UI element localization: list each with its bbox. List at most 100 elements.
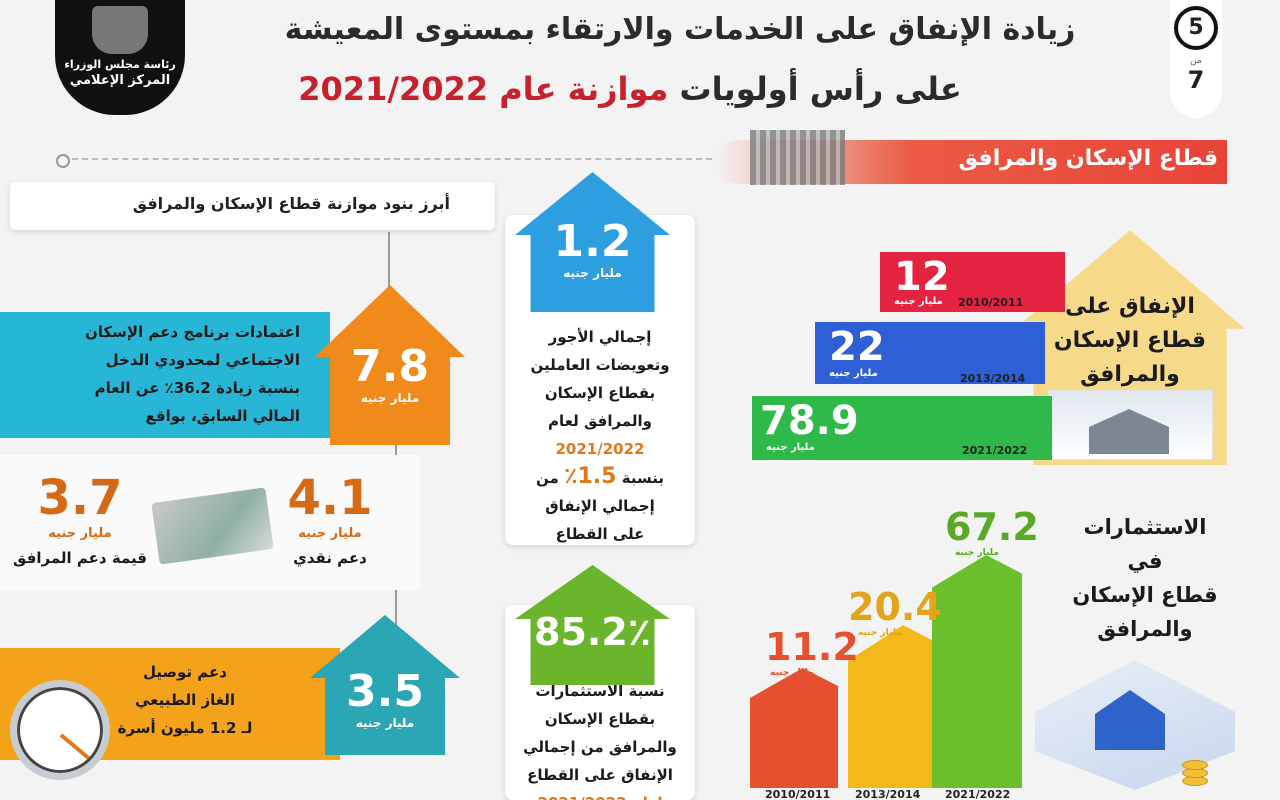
gas-text-2: الغاز الطبيعي (134, 691, 235, 709)
page-indicator: 5 من 7 (1170, 0, 1222, 118)
social-housing-unit: مليار جنيه (360, 391, 420, 405)
title-line1: زيادة الإنفاق على الخدمات والارتقاء بمست… (284, 12, 1076, 47)
inv-share-line1: نسبة الاستثمارات (535, 682, 665, 700)
investment-unit: مليار جنيه (955, 548, 999, 558)
page-total: 7 (1187, 66, 1205, 94)
hanging-string (388, 232, 390, 292)
investment-building-2010 (750, 668, 838, 788)
cash-support-caption: دعم نقدي (293, 549, 367, 567)
wages-house: 1.2 مليار جنيه (515, 172, 670, 312)
wages-line2: وتعويضات العاملين (530, 356, 670, 374)
villa-image (1048, 390, 1213, 460)
gauge-needle (59, 733, 90, 760)
title-line2-dark: على رأس أولويات (679, 70, 962, 108)
gas-text-3: لـ 1.2 مليون أسرة (117, 719, 253, 737)
social-housing-text-2: الاجتماعي لمحدودي الدخل (105, 351, 300, 369)
investment-value-2013: 20.4 (848, 585, 942, 629)
investments-share-value: 85.2٪ (534, 610, 651, 654)
logo-line2: المركز الإعلامي (69, 73, 171, 88)
investments-title-2: في (1127, 549, 1163, 573)
investments-title-1: الاستثمارات (1083, 515, 1207, 539)
page-current: 5 (1174, 6, 1218, 50)
investment-unit: مليار جنيه (770, 668, 814, 678)
wages-line6-post: من (536, 469, 559, 487)
wages-line3: بقطاع الإسكان (544, 384, 656, 402)
spending-title-1: الإنفاق على (1065, 294, 1195, 319)
investment-building-2013 (848, 625, 940, 788)
investment-value-2021: 67.2 (945, 505, 1039, 549)
social-housing-strip: اعتمادات برنامج دعم الإسكان الاجتماعي لم… (0, 312, 330, 438)
cabinet-logo: رئاسة مجلس الوزراء المركز الإعلامي (55, 0, 185, 115)
investment-building-2021 (932, 555, 1022, 788)
gas-text-1: دعم توصيل (143, 663, 227, 681)
spending-bar-2013: 22 مليار جنيه 2013/2014 (815, 322, 1045, 385)
coin-icon (1182, 760, 1208, 770)
wages-line6: بنسبة 1.5٪ من (505, 463, 695, 492)
utilities-support-unit: مليار جنيه (48, 526, 112, 541)
left-panel-heading: أبرز بنود موازنة قطاع الإسكان والمرافق (132, 194, 450, 213)
investment-value-2010: 11.2 (765, 625, 859, 669)
title-line2: على رأس أولويات موازنة عام 2021/2022 (230, 70, 1030, 108)
construction-building-image (750, 130, 845, 185)
investments-title: الاستثمارات في قطاع الإسكان والمرافق (1065, 510, 1225, 646)
wages-line4: والمرافق لعام (548, 412, 652, 430)
investment-unit: مليار جنيه (858, 628, 902, 638)
title-line2-red: موازنة عام 2021/2022 (298, 70, 669, 108)
spending-year: 2013/2014 (960, 372, 1026, 385)
eagle-emblem-icon (92, 6, 148, 54)
page-of-label: من (1190, 56, 1202, 66)
social-housing-value: 7.8 (351, 341, 429, 392)
investments-title-3: قطاع الإسكان (1072, 583, 1218, 607)
spending-unit: مليار جنيه (894, 296, 943, 307)
utilities-support-value: 3.7 (37, 470, 123, 526)
cash-support-unit: مليار جنيه (298, 526, 362, 541)
left-panel-heading-box: أبرز بنود موازنة قطاع الإسكان والمرافق (10, 182, 495, 230)
wages-line6-pre: بنسبة (621, 469, 664, 487)
spending-bar-2010: 12 مليار جنيه 2010/2011 (880, 252, 1065, 312)
wages-line5: 2021/2022 (555, 440, 645, 458)
investments-title-4: والمرافق (1097, 617, 1193, 641)
social-housing-text-1: اعتمادات برنامج دعم الإسكان (84, 323, 300, 341)
inv-share-line4: الإنفاق على القطاع (527, 766, 673, 784)
gas-meter-icon (10, 680, 110, 780)
spending-title-2: قطاع الإسكان (1053, 328, 1207, 353)
gas-unit: مليار جنيه (355, 716, 415, 730)
investments-share-house: 85.2٪ (515, 565, 670, 685)
investment-year-2013: 2013/2014 (855, 788, 921, 800)
gas-house: 3.5 مليار جنيه (310, 615, 460, 755)
wages-unit: مليار جنيه (563, 266, 622, 280)
wages-value: 1.2 (553, 216, 632, 267)
cash-support-value: 4.1 (287, 470, 373, 526)
investment-year-2010: 2010/2011 (765, 788, 831, 800)
divider-line (56, 154, 712, 168)
spending-value: 22 (829, 324, 885, 370)
spending-value: 12 (894, 254, 950, 300)
spending-value: 78.9 (760, 398, 859, 444)
social-housing-text-4: المالي السابق، بواقع (145, 407, 300, 425)
investment-year-2021: 2021/2022 (945, 788, 1011, 800)
inv-share-line5: لعام 2021/2022 (505, 789, 695, 800)
wages-line7: إجمالي الإنفاق (545, 497, 655, 515)
wages-line6-num: 1.5٪ (564, 464, 617, 489)
spending-bar-2021: 78.9 مليار جنيه 2021/2022 (752, 396, 1052, 460)
spending-year: 2010/2011 (958, 296, 1024, 309)
wages-line1: إجمالي الأجور (548, 328, 652, 346)
logo-line1: رئاسة مجلس الوزراء (64, 58, 176, 71)
spending-unit: مليار جنيه (829, 368, 878, 379)
social-housing-house: 7.8 مليار جنيه (315, 285, 465, 445)
investments-share-card: نسبة الاستثمارات بقطاع الإسكان والمرافق … (505, 605, 695, 800)
spending-unit: مليار جنيه (766, 442, 815, 453)
inv-share-line2: بقطاع الإسكان (544, 710, 656, 728)
sector-title: قطاع الإسكان والمرافق (958, 146, 1218, 171)
social-housing-text-3: بنسبة زيادة 36.2٪ عن العام (94, 379, 300, 397)
spending-title-3: والمرافق (1080, 362, 1180, 387)
inv-share-line3: والمرافق من إجمالي (523, 738, 677, 756)
spending-year: 2021/2022 (962, 444, 1028, 457)
spending-title: الإنفاق على قطاع الإسكان والمرافق (1040, 290, 1220, 392)
utilities-support-block: 3.7 مليار جنيه قيمة دعم المرافق (10, 470, 150, 567)
wages-line8: على القطاع (555, 525, 645, 543)
gas-strip: دعم توصيل الغاز الطبيعي لـ 1.2 مليون أسر… (0, 648, 340, 760)
gas-value: 3.5 (346, 666, 424, 717)
utilities-support-caption: قيمة دعم المرافق (13, 549, 147, 567)
cash-support-block: 4.1 مليار جنيه دعم نقدي (280, 470, 380, 567)
